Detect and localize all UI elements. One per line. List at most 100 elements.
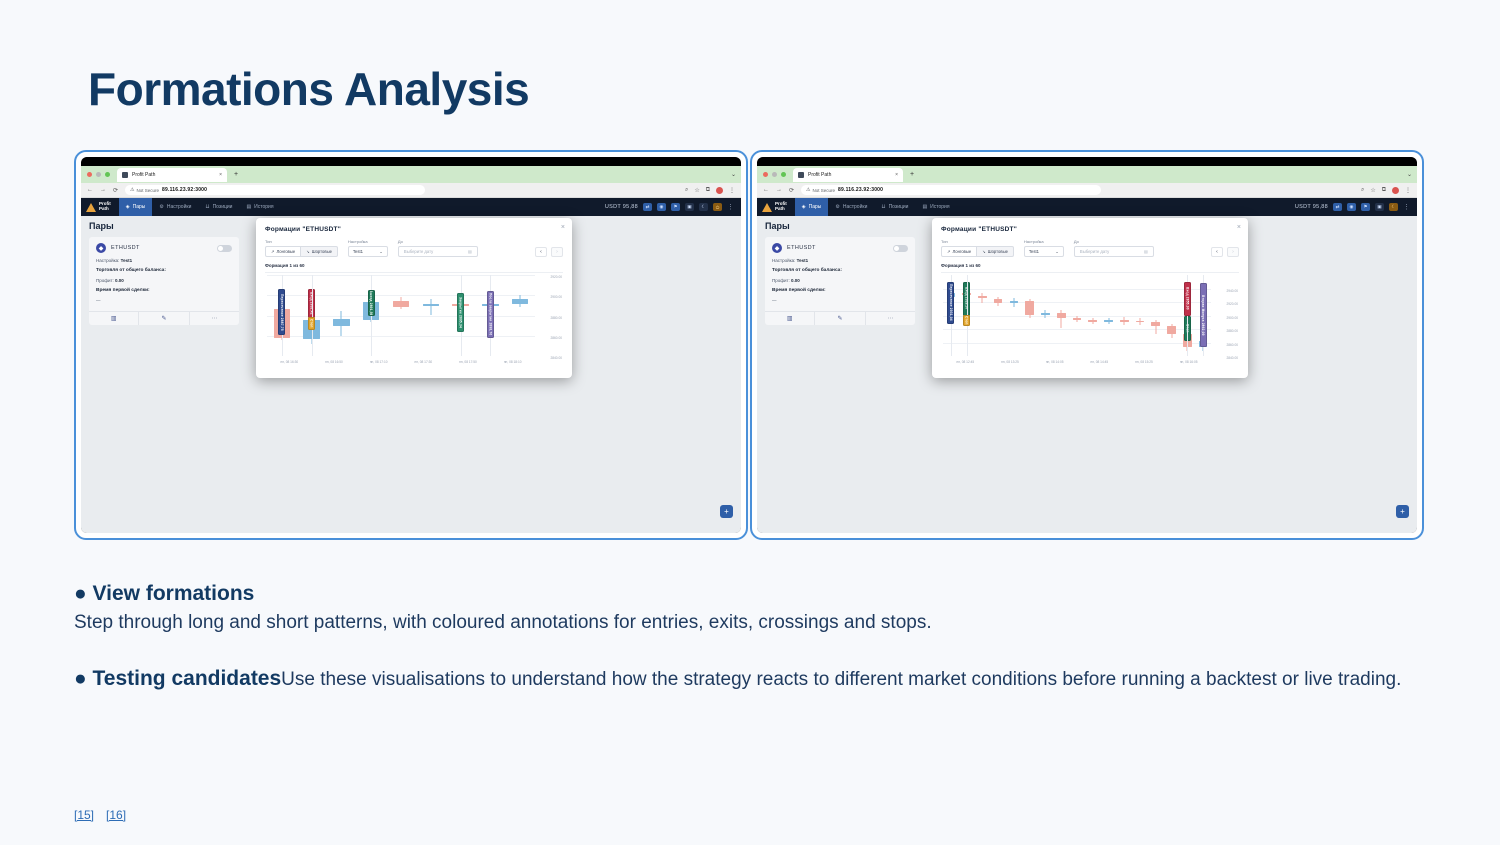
candlestick-chart-left[interactable]: Пересечение 2887,75Вход 2892,42СтопВыход… [265,272,563,370]
power-button[interactable]: ⏻ [713,203,722,211]
short-button[interactable]: ↘ Шортовые [977,246,1014,257]
theme-dark-button[interactable]: ☾ [1389,203,1398,211]
browser-tab[interactable]: Profit Path × [117,167,227,182]
window-controls[interactable] [763,172,786,177]
screenshot-frame-right[interactable]: Profit Path × + ⌄ ← → ⟳ ⚠ Not Secure 89.… [750,150,1424,540]
app-menu-icon[interactable]: ⋮ [727,204,734,211]
screenshot-frame-left[interactable]: Profit Path × + ⌄ ← → ⟳ ⚠ Not Secure 89.… [74,150,748,540]
nav-item-history[interactable]: ▤ История [239,198,280,216]
nav-item-pairs[interactable]: ◈ Пары [118,198,153,216]
maximize-window-dot[interactable] [781,172,786,177]
chevron-down-icon[interactable]: ⌄ [1406,172,1412,178]
theme-dark-button[interactable]: ☾ [699,203,708,211]
edit-action-icon[interactable]: ✎ [139,312,190,325]
zoom-icon[interactable]: ⌕ [684,186,689,193]
more-action-icon[interactable]: ⋯ [211,316,218,322]
browser-menu-icon[interactable]: ⋮ [1405,187,1411,194]
pair-card[interactable]: ◆ ETHUSDT Настройка: Test1 Торговля от о… [89,237,239,325]
type-toggle-group[interactable]: ↗ Лонговые ↘ Шортовые [941,246,1014,257]
window-controls[interactable] [87,172,110,177]
chart-annotation[interactable]: Стоп [963,314,971,327]
more-action-icon[interactable]: ⋯ [887,316,894,322]
edit-action-icon[interactable]: ✎ [815,312,866,325]
new-tab-icon[interactable]: + [234,171,239,178]
pair-enable-toggle[interactable] [217,244,232,252]
chart-annotation[interactable]: Пересечение 2887,75 [278,289,286,335]
minimize-window-dot[interactable] [772,172,777,177]
flag-button[interactable]: ⚑ [671,203,680,211]
close-icon[interactable]: × [560,224,565,231]
chart-annotation[interactable]: Закрытие 2895,34 [457,293,465,332]
pair-card[interactable]: ◆ ETHUSDT Настройка: Test1 Торговля от о… [765,237,915,325]
back-icon[interactable]: ← [763,187,769,193]
browser-tab[interactable]: Profit Path × [793,167,903,182]
browser-menu-icon[interactable]: ⋮ [729,187,735,194]
app-logo[interactable]: Profit Path [86,201,119,212]
add-pair-button[interactable]: + [720,505,733,518]
status-button[interactable]: ◉ [1347,203,1356,211]
chart-annotation[interactable]: Вход 2855,90 [1183,281,1191,316]
chart-action-icon[interactable]: ▥ [765,312,816,325]
sync-button[interactable]: ⇄ [1333,203,1342,211]
theme-light-button[interactable]: ▣ [1375,203,1384,211]
prev-formation-button[interactable]: ‹ [1211,247,1223,257]
type-toggle-group[interactable]: ↗ Лонговые ↘ Шортовые [265,246,338,257]
not-secure-badge[interactable]: ⚠ Not Secure [806,187,835,193]
chart-annotation[interactable]: Пересечение 2931,04 [947,281,955,324]
date-picker[interactable]: Выберите дату ▤ [1073,246,1154,257]
nav-item-positions[interactable]: ⇊ Позиции [198,198,239,216]
minimize-window-dot[interactable] [96,172,101,177]
prev-formation-button[interactable]: ‹ [535,247,547,257]
short-button[interactable]: ↘ Шортовые [301,246,338,257]
nav-item-positions[interactable]: ⇊ Позиции [874,198,915,216]
sync-button[interactable]: ⇄ [643,203,652,211]
avatar[interactable] [716,186,723,194]
avatar[interactable] [1392,186,1399,194]
chart-action-icon[interactable]: ▥ [89,312,140,325]
flag-button[interactable]: ⚑ [1361,203,1370,211]
chart-annotation[interactable]: Выход 2891,56 [367,290,375,316]
close-window-dot[interactable] [763,172,768,177]
theme-light-button[interactable]: ▣ [685,203,694,211]
close-icon[interactable]: × [895,171,898,178]
reference-link-16[interactable]: [16] [106,808,127,822]
close-window-dot[interactable] [87,172,92,177]
candlestick-chart-right[interactable]: Пересечение 2931,04Вход 2928,67СтопСтопВ… [941,272,1239,370]
maximize-window-dot[interactable] [105,172,110,177]
forward-icon[interactable]: → [100,187,106,193]
back-icon[interactable]: ← [87,187,93,193]
nav-item-settings[interactable]: ⚙ Настройки [828,198,874,216]
zoom-icon[interactable]: ⌕ [1360,186,1365,193]
bookmark-star-icon[interactable]: ☆ [694,187,700,194]
bookmark-star-icon[interactable]: ☆ [1370,187,1376,194]
chart-annotation[interactable]: Вторая Минуса 2862,09 [1199,283,1207,347]
address-bar[interactable]: ⚠ Not Secure 89.116.23.92:3000 [801,185,1102,195]
formations-modal[interactable]: Формации "ETHUSDT" × Тип ↗ Лонговые [932,218,1248,378]
close-icon[interactable]: × [1236,224,1241,231]
setting-select[interactable]: Test1 ⌄ [347,246,388,257]
address-bar[interactable]: ⚠ Not Secure 89.116.23.92:3000 [125,185,426,195]
formations-modal[interactable]: Формации "ETHUSDT" × Тип ↗ Лонговые [256,218,572,378]
setting-select[interactable]: Test1 ⌄ [1023,246,1064,257]
nav-item-pairs[interactable]: ◈ Пары [794,198,829,216]
new-tab-icon[interactable]: + [910,171,915,178]
reload-icon[interactable]: ⟳ [789,187,795,194]
app-logo[interactable]: Profit Path [762,201,795,212]
chart-annotation[interactable]: Стоп [308,316,316,330]
not-secure-badge[interactable]: ⚠ Not Secure [130,187,159,193]
reference-link-15[interactable]: [15] [74,808,95,822]
close-icon[interactable]: × [219,171,222,178]
status-button[interactable]: ◉ [657,203,666,211]
add-pair-button[interactable]: + [1396,505,1409,518]
extensions-icon[interactable]: ⧉ [1381,186,1386,193]
app-menu-icon[interactable]: ⋮ [1403,204,1410,211]
reload-icon[interactable]: ⟳ [113,187,119,194]
next-formation-button[interactable]: › [1227,247,1239,257]
forward-icon[interactable]: → [776,187,782,193]
nav-item-settings[interactable]: ⚙ Настройки [152,198,198,216]
pair-enable-toggle[interactable] [893,244,908,252]
nav-item-history[interactable]: ▤ История [915,198,956,216]
chevron-down-icon[interactable]: ⌄ [730,172,736,178]
date-picker[interactable]: Выберите дату ▤ [397,246,478,257]
long-button[interactable]: ↗ Лонговые [941,246,978,257]
